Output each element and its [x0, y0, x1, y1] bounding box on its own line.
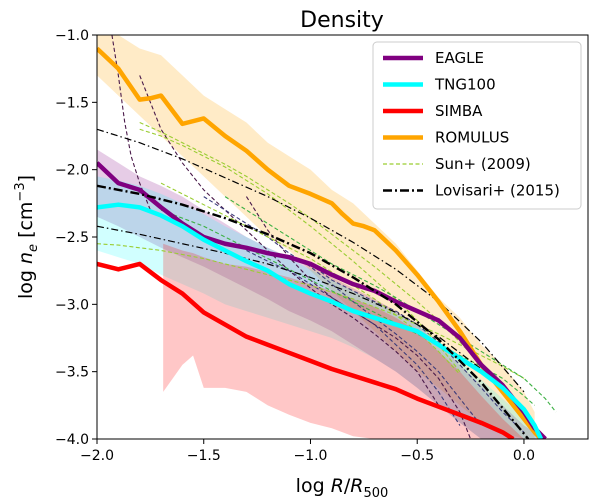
- y-axis-label: log ne [cm−3]: [13, 175, 41, 299]
- series-lovisari-2015: [97, 184, 530, 439]
- y-tick-label: −2.0: [55, 163, 89, 179]
- y-tick-label: −1.5: [55, 95, 89, 111]
- profile-line-3: [245, 196, 472, 439]
- x-axis: −2.0 −1.5 −1.0 −0.5 0.0: [80, 439, 535, 464]
- x-axis-label: log R/R500: [296, 475, 389, 500]
- legend-label-lovisari-2015: Lovisari+ (2015): [435, 182, 560, 200]
- profile-line-2: [139, 75, 440, 406]
- y-tick-label: −2.5: [55, 230, 89, 246]
- profile-line-4: [203, 196, 482, 426]
- legend-label-simba: SIMBA: [435, 102, 483, 120]
- profile-line-7: [139, 128, 461, 373]
- legend-label-sun-2009: Sun+ (2009): [435, 155, 531, 173]
- legend-label-tng100: TNG100: [434, 76, 496, 94]
- y-tick-label: −3.5: [55, 365, 89, 381]
- profile-line-5: [310, 263, 525, 433]
- y-axis: −4.0 −3.5 −3.0 −2.5 −2.0 −1.5 −1.0: [55, 28, 97, 448]
- plot-area: [97, 35, 557, 439]
- series-tng100: [97, 202, 544, 439]
- x-tick-label: −1.0: [293, 448, 327, 464]
- profile-line-12: [224, 196, 557, 413]
- series-simba: [97, 261, 515, 439]
- y-tick-label: −4.0: [55, 432, 89, 448]
- legend-label-eagle: EAGLE: [435, 49, 484, 67]
- x-tick-label: −1.5: [187, 448, 221, 464]
- profile-line-9: [160, 182, 461, 375]
- observation-lines-layer: [97, 35, 557, 439]
- y-tick-label: −1.0: [55, 28, 89, 44]
- series-eagle: [97, 161, 547, 439]
- profile-line-8: [139, 122, 482, 366]
- profile-line-10: [97, 243, 525, 379]
- legend: EAGLE TNG100 SIMBA ROMULUS Sun+ (2009) Lovisa…: [372, 41, 582, 210]
- x-tick-label: −0.5: [400, 448, 434, 464]
- legend-box: [372, 41, 582, 210]
- x-tick-label: −2.0: [80, 448, 114, 464]
- profile-line-13: [97, 128, 525, 393]
- series-layer: [97, 46, 547, 439]
- chart-title: Density: [300, 8, 384, 33]
- band-simba: [163, 243, 524, 439]
- y-tick-label: −3.0: [55, 297, 89, 313]
- profile-line-14: [97, 225, 525, 413]
- x-tick-label: 0.0: [513, 448, 535, 464]
- profile-line-6: [246, 249, 461, 426]
- legend-label-romulus: ROMULUS: [435, 129, 509, 147]
